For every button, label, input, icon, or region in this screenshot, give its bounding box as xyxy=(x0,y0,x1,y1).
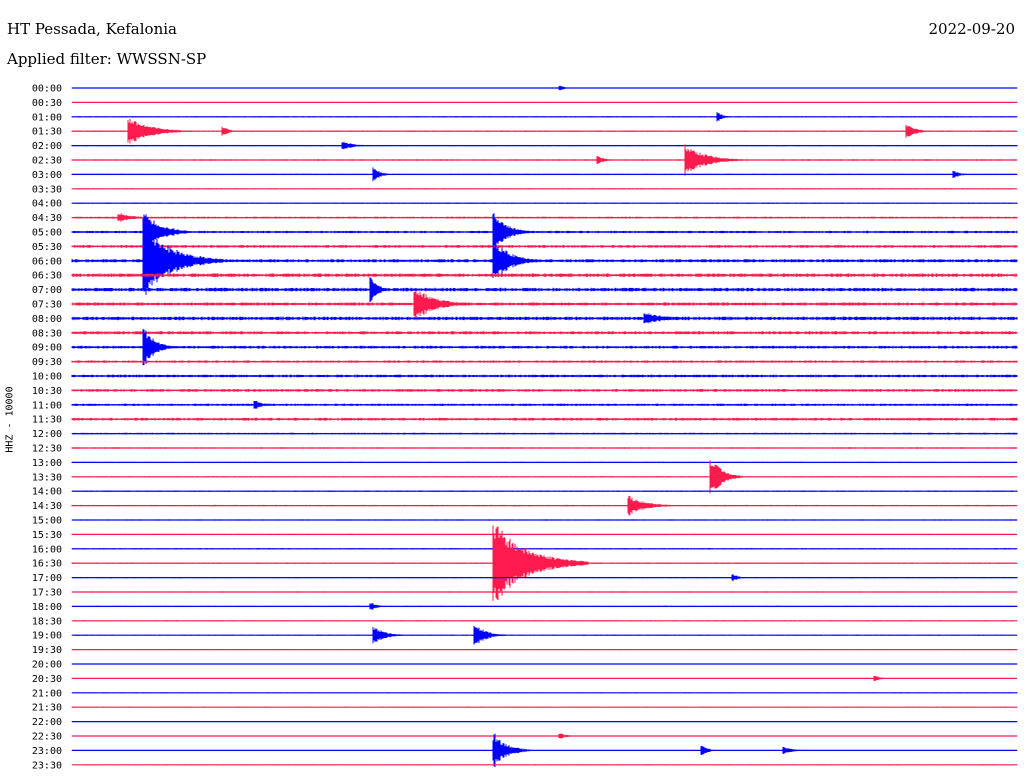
time-label-1130: 11:30 xyxy=(32,415,62,426)
time-label-0730: 07:30 xyxy=(32,300,62,311)
time-label-1530: 15:30 xyxy=(32,530,62,541)
time-label-2100: 21:00 xyxy=(32,688,62,699)
trace-group xyxy=(71,85,1018,767)
time-label-2300: 23:00 xyxy=(32,746,62,757)
time-label-1800: 18:00 xyxy=(32,602,62,613)
time-label-2330: 23:30 xyxy=(32,760,62,771)
time-label-1100: 11:00 xyxy=(32,400,62,411)
time-label-0130: 01:30 xyxy=(32,127,62,138)
time-label-1830: 18:30 xyxy=(32,616,62,627)
time-label-0030: 00:30 xyxy=(32,98,62,109)
time-label-0200: 02:00 xyxy=(32,141,62,152)
time-label-0830: 08:30 xyxy=(32,328,62,339)
time-label-0630: 06:30 xyxy=(32,271,62,282)
time-label-1230: 12:30 xyxy=(32,444,62,455)
tick-label-group: 00:00 00:30 01:00 01:30 02:00 02:30 03:00 03:30… xyxy=(32,84,62,772)
time-label-0230: 02:30 xyxy=(32,156,62,167)
time-label-0330: 03:30 xyxy=(32,184,62,195)
time-label-0300: 03:00 xyxy=(32,170,62,181)
time-label-2000: 20:00 xyxy=(32,660,62,671)
time-label-1600: 16:00 xyxy=(32,544,62,555)
time-label-1900: 19:00 xyxy=(32,631,62,642)
filter-label: Applied filter: WWSSN-SP xyxy=(7,50,207,68)
time-label-0430: 04:30 xyxy=(32,213,62,224)
time-label-2230: 22:30 xyxy=(32,732,62,743)
time-label-0400: 04:00 xyxy=(32,199,62,210)
time-label-1700: 17:00 xyxy=(32,573,62,584)
date-label: 2022-09-20 xyxy=(928,20,1015,38)
time-label-1400: 14:00 xyxy=(32,487,62,498)
time-label-0000: 00:00 xyxy=(32,84,62,95)
time-label-1730: 17:30 xyxy=(32,588,62,599)
time-label-1430: 14:30 xyxy=(32,501,62,512)
time-label-1330: 13:30 xyxy=(32,472,62,483)
time-label-1200: 12:00 xyxy=(32,429,62,440)
time-label-1030: 10:30 xyxy=(32,386,62,397)
time-label-0900: 09:00 xyxy=(32,343,62,354)
time-label-1630: 16:30 xyxy=(32,559,62,570)
time-label-2200: 22:00 xyxy=(32,717,62,728)
time-label-0100: 01:00 xyxy=(32,112,62,123)
time-label-0800: 08:00 xyxy=(32,314,62,325)
time-label-0700: 07:00 xyxy=(32,285,62,296)
time-label-0930: 09:30 xyxy=(32,357,62,368)
time-label-1000: 10:00 xyxy=(32,372,62,383)
time-label-0600: 06:00 xyxy=(32,256,62,267)
time-label-0500: 05:00 xyxy=(32,228,62,239)
time-label-1500: 15:00 xyxy=(32,516,62,527)
time-label-0530: 05:30 xyxy=(32,242,62,253)
time-label-1300: 13:00 xyxy=(32,458,62,469)
time-label-2030: 20:30 xyxy=(32,674,62,685)
time-label-1930: 19:30 xyxy=(32,645,62,656)
station-title: HT Pessada, Kefalonia xyxy=(7,20,177,38)
time-label-2130: 21:30 xyxy=(32,703,62,714)
